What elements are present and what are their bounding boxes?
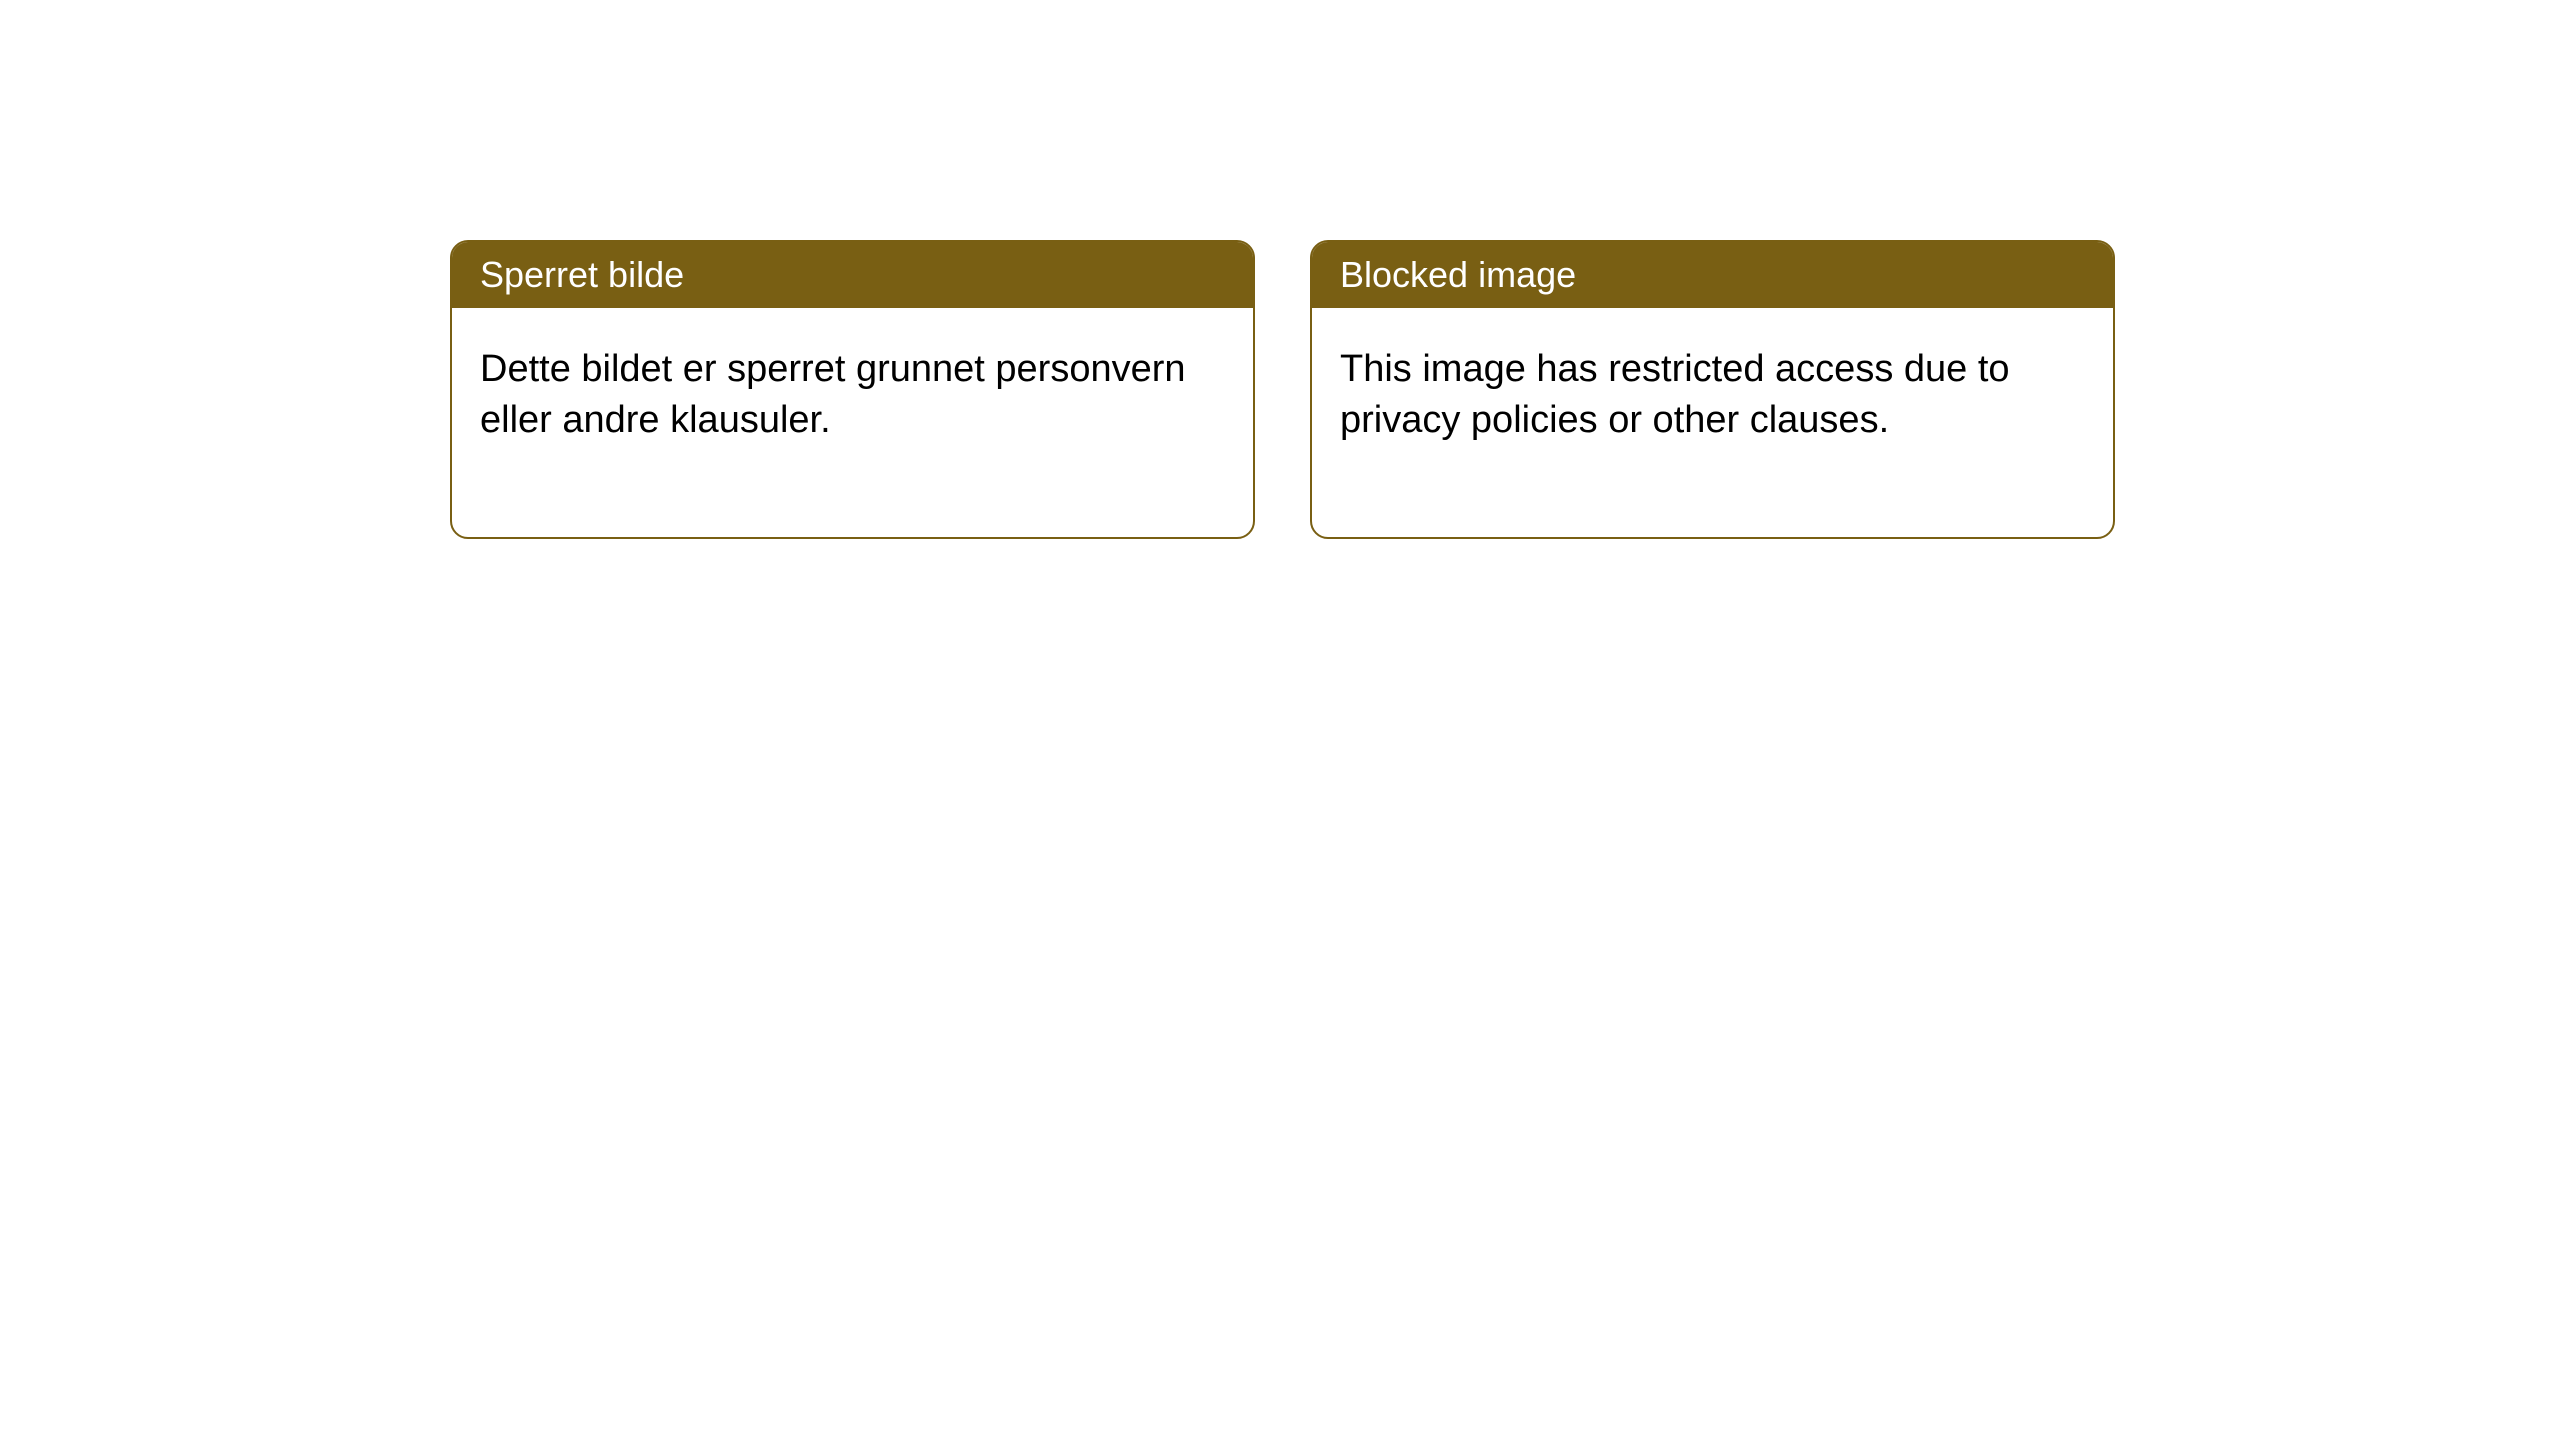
notice-card-message: This image has restricted access due to … bbox=[1340, 348, 2010, 441]
notice-card-header: Blocked image bbox=[1312, 242, 2113, 308]
notice-card-header: Sperret bilde bbox=[452, 242, 1253, 308]
notice-card-message: Dette bildet er sperret grunnet personve… bbox=[480, 348, 1186, 441]
notice-card-title: Blocked image bbox=[1340, 254, 1576, 295]
notice-cards-container: Sperret bilde Dette bildet er sperret gr… bbox=[0, 0, 2560, 539]
notice-card-english: Blocked image This image has restricted … bbox=[1310, 240, 2115, 539]
notice-card-body: Dette bildet er sperret grunnet personve… bbox=[452, 308, 1253, 537]
notice-card-body: This image has restricted access due to … bbox=[1312, 308, 2113, 537]
notice-card-norwegian: Sperret bilde Dette bildet er sperret gr… bbox=[450, 240, 1255, 539]
notice-card-title: Sperret bilde bbox=[480, 254, 684, 295]
